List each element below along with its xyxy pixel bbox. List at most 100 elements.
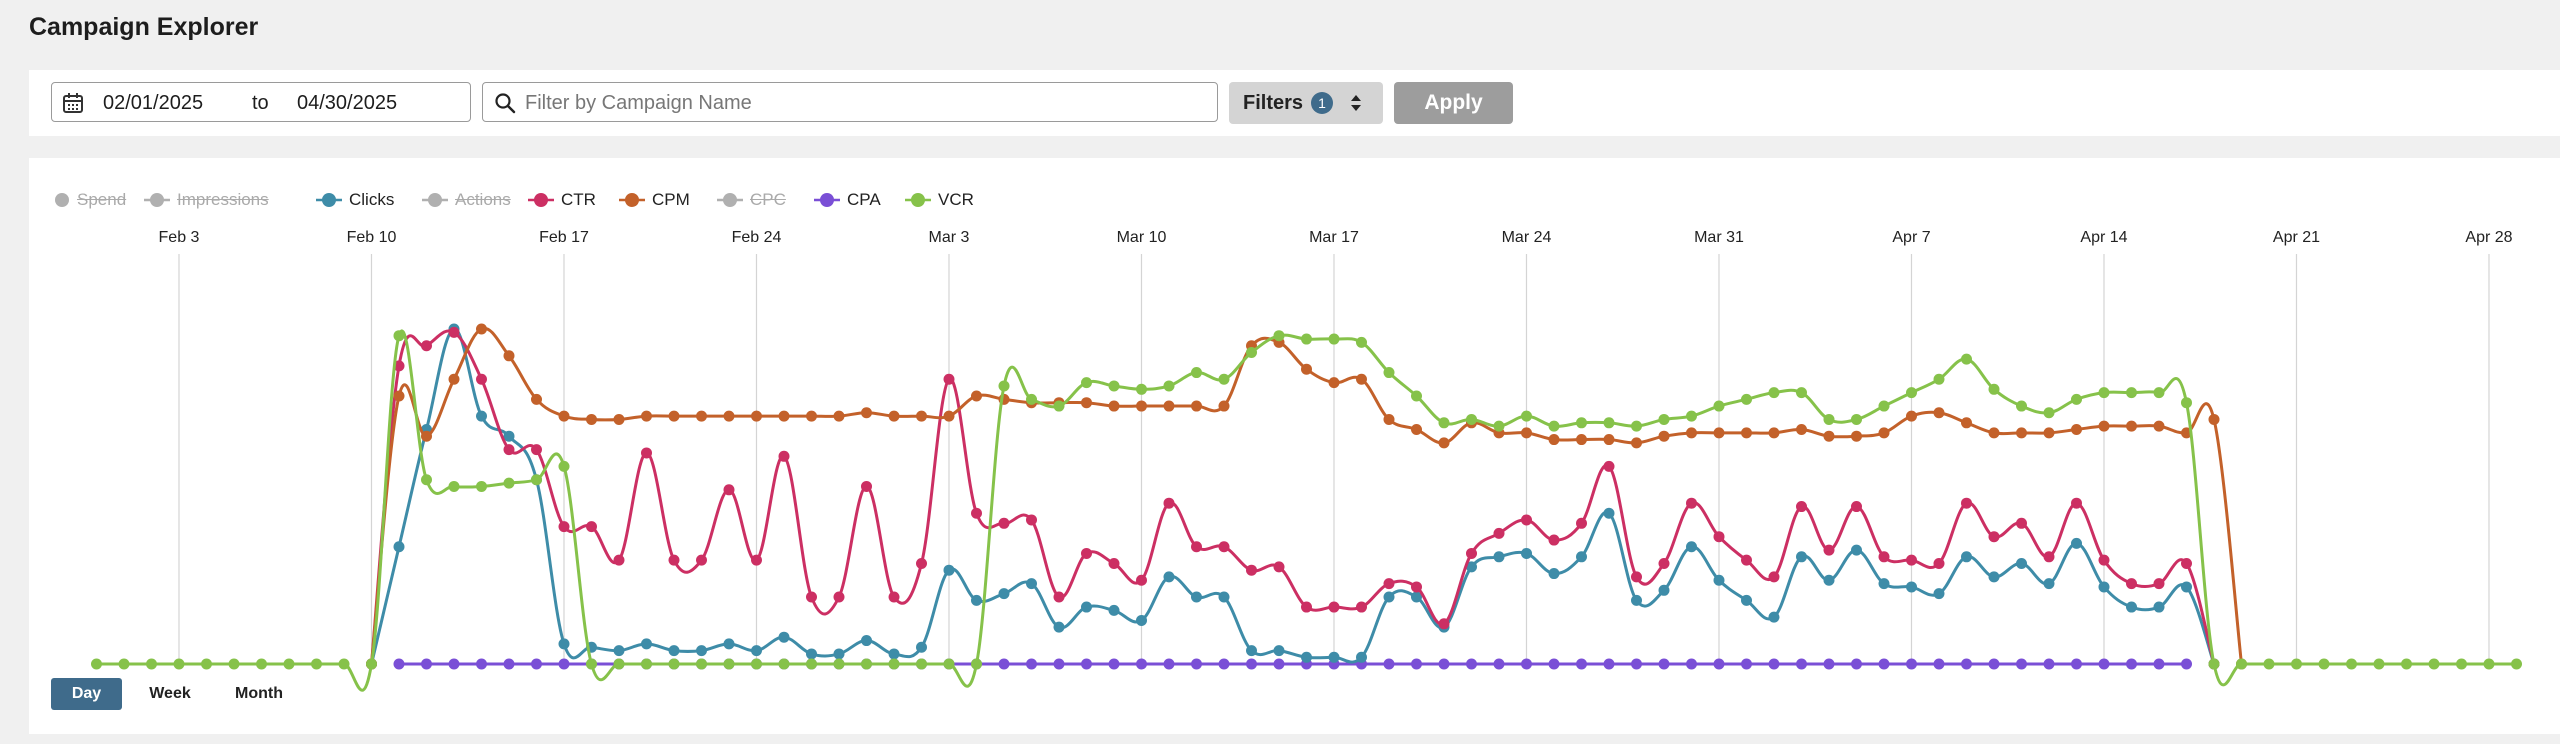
data-point-vcr[interactable]: [558, 460, 570, 472]
data-point-cpm[interactable]: [586, 413, 597, 425]
data-point-cpm[interactable]: [1603, 434, 1615, 446]
data-point-ctr[interactable]: [1218, 541, 1230, 553]
data-point-cpm[interactable]: [1356, 373, 1367, 385]
data-point-vcr[interactable]: [1823, 413, 1835, 425]
data-point-cpa[interactable]: [1026, 658, 1037, 670]
data-point-clicks[interactable]: [1961, 551, 1972, 563]
data-point-clicks[interactable]: [2126, 601, 2137, 613]
data-point-vcr[interactable]: [2236, 658, 2247, 670]
data-point-cpa[interactable]: [421, 658, 432, 670]
data-point-clicks[interactable]: [751, 645, 762, 657]
data-point-vcr[interactable]: [2291, 658, 2302, 670]
data-point-clicks[interactable]: [2181, 581, 2192, 593]
data-point-cpm[interactable]: [1796, 424, 1807, 435]
data-point-vcr[interactable]: [1768, 387, 1780, 399]
data-point-cpa[interactable]: [1438, 658, 1450, 670]
data-point-ctr[interactable]: [971, 507, 982, 519]
data-point-ctr[interactable]: [1603, 460, 1615, 472]
data-point-vcr[interactable]: [2346, 658, 2357, 670]
data-point-cpa[interactable]: [1658, 658, 1670, 670]
data-point-clicks[interactable]: [1548, 568, 1560, 580]
data-point-ctr[interactable]: [586, 521, 597, 533]
data-point-ctr[interactable]: [1796, 501, 1807, 513]
data-point-vcr[interactable]: [2318, 658, 2330, 670]
data-point-vcr[interactable]: [971, 658, 982, 670]
data-point-vcr[interactable]: [778, 658, 790, 670]
data-point-cpm[interactable]: [1851, 430, 1862, 442]
data-point-vcr[interactable]: [1163, 380, 1175, 392]
data-point-cpm[interactable]: [1713, 427, 1725, 439]
data-point-vcr[interactable]: [1796, 387, 1807, 399]
data-point-clicks[interactable]: [2098, 581, 2110, 593]
data-point-ctr[interactable]: [1933, 558, 1945, 569]
data-point-cpm[interactable]: [503, 350, 515, 362]
data-point-vcr[interactable]: [1466, 413, 1477, 425]
data-point-cpa[interactable]: [1191, 658, 1202, 670]
data-point-clicks[interactable]: [998, 588, 1010, 600]
data-point-cpa[interactable]: [2071, 658, 2082, 670]
data-point-vcr[interactable]: [1961, 353, 1972, 365]
data-point-cpm[interactable]: [1988, 427, 2000, 439]
data-point-cpm[interactable]: [806, 410, 817, 422]
data-point-cpm[interactable]: [1686, 427, 1697, 439]
data-point-ctr[interactable]: [1411, 581, 1422, 593]
data-point-vcr[interactable]: [283, 658, 295, 670]
data-point-vcr[interactable]: [2071, 393, 2082, 405]
data-point-vcr[interactable]: [228, 658, 240, 670]
data-point-vcr[interactable]: [2016, 400, 2027, 412]
data-point-ctr[interactable]: [2153, 578, 2165, 590]
data-point-cpa[interactable]: [1466, 658, 1477, 670]
data-point-clicks[interactable]: [1026, 578, 1037, 590]
data-point-cpm[interactable]: [1136, 400, 1147, 412]
data-point-clicks[interactable]: [1741, 594, 1752, 606]
data-point-clicks[interactable]: [1163, 571, 1175, 583]
data-point-ctr[interactable]: [1493, 527, 1505, 539]
filters-button[interactable]: Filters 1: [1229, 82, 1383, 124]
data-point-vcr[interactable]: [118, 658, 130, 670]
data-point-vcr[interactable]: [2428, 658, 2440, 670]
granularity-month-button[interactable]: Month: [235, 685, 283, 702]
data-point-ctr[interactable]: [1768, 571, 1780, 583]
data-point-clicks[interactable]: [1768, 611, 1780, 623]
data-point-cpa[interactable]: [503, 658, 515, 670]
data-point-ctr[interactable]: [476, 373, 487, 385]
granularity-week-button[interactable]: Week: [149, 685, 191, 702]
data-point-cpm[interactable]: [751, 410, 762, 422]
data-point-ctr[interactable]: [1631, 571, 1642, 583]
data-point-vcr[interactable]: [1438, 417, 1450, 429]
data-point-cpa[interactable]: [531, 658, 542, 670]
data-point-ctr[interactable]: [1328, 601, 1340, 613]
data-point-cpm[interactable]: [2043, 427, 2055, 439]
data-point-ctr[interactable]: [1438, 618, 1450, 630]
data-point-ctr[interactable]: [1356, 601, 1367, 613]
data-point-cpa[interactable]: [1273, 658, 1285, 670]
data-point-cpa[interactable]: [476, 658, 487, 670]
data-point-cpm[interactable]: [393, 390, 405, 402]
data-point-ctr[interactable]: [916, 558, 927, 569]
data-point-ctr[interactable]: [1273, 561, 1285, 573]
data-point-vcr[interactable]: [2483, 658, 2495, 670]
data-point-vcr[interactable]: [1218, 373, 1230, 385]
data-point-clicks[interactable]: [1136, 614, 1147, 626]
data-point-clicks[interactable]: [1053, 621, 1065, 633]
data-point-vcr[interactable]: [1191, 367, 1202, 379]
data-point-ctr[interactable]: [806, 591, 817, 603]
date-range-picker[interactable]: 02/01/2025 to 04/30/2025: [51, 82, 471, 122]
data-point-ctr[interactable]: [723, 484, 735, 496]
data-point-cpa[interactable]: [2153, 658, 2165, 670]
data-point-vcr[interactable]: [311, 658, 322, 670]
data-point-vcr[interactable]: [1356, 336, 1367, 348]
data-point-ctr[interactable]: [1081, 547, 1092, 559]
data-point-clicks[interactable]: [778, 631, 790, 643]
data-point-cpa[interactable]: [1081, 658, 1092, 670]
data-point-ctr[interactable]: [1713, 531, 1725, 543]
data-point-vcr[interactable]: [1411, 390, 1422, 402]
data-point-ctr[interactable]: [1466, 547, 1477, 559]
data-point-vcr[interactable]: [448, 480, 460, 492]
data-point-clicks[interactable]: [1713, 574, 1725, 586]
data-point-vcr[interactable]: [1493, 420, 1505, 432]
data-point-clicks[interactable]: [1081, 601, 1092, 613]
data-point-cpm[interactable]: [1081, 397, 1092, 409]
data-point-clicks[interactable]: [833, 648, 845, 660]
data-point-clicks[interactable]: [723, 638, 735, 650]
